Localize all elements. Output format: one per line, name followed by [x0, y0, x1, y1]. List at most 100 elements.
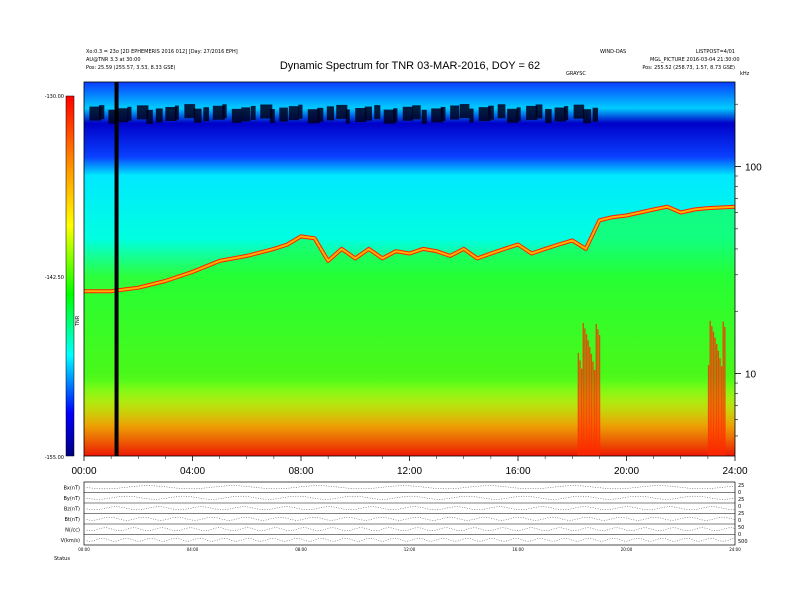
burst-stripe [719, 358, 721, 456]
colorbar-tick-top: -130.00 [45, 94, 64, 100]
colorbar-tick-bottom: -155.00 [45, 455, 64, 461]
dark-band-segment [260, 104, 273, 119]
burst-stripe [598, 335, 601, 456]
x-tick-label: 08:00 [288, 466, 313, 477]
burst-stripe [584, 328, 586, 456]
panel-right-label: 0 [738, 518, 741, 524]
y-tick-label: 100 [745, 163, 762, 174]
dark-band-segment [117, 108, 129, 123]
burst-stripe [707, 365, 710, 456]
dark-band-segment [298, 104, 303, 119]
dark-band-segment [336, 104, 348, 119]
burst-stripe [597, 329, 599, 456]
x-tick-label: 04:00 [180, 466, 205, 477]
dark-band-segment [146, 109, 153, 124]
chart-title: Dynamic Spectrum for TNR 03-MAR-2016, DO… [280, 60, 540, 72]
panel-trace [86, 506, 735, 511]
x-tick-label: 24:00 [722, 466, 747, 477]
burst-stripe [577, 352, 580, 456]
panel-label: By(nT) [63, 496, 80, 502]
panel-label: Bz(nT) [64, 506, 80, 512]
panel-trace [86, 485, 735, 490]
dark-band-segment [269, 109, 275, 124]
dark-band-segment [212, 105, 225, 120]
colorbar-tick-mid: -142.50 [45, 275, 64, 281]
dark-band-segment [127, 106, 132, 121]
time-series-panels: Bx(nT)By(nT)Bz(nT)Bt(nT)N(/cc)V(km/s)250… [61, 481, 748, 552]
dark-band-segment [478, 107, 491, 122]
dark-band-segment [374, 105, 381, 120]
panel-trace [86, 516, 735, 521]
panel-x-tick-label: 00:00 [78, 547, 90, 552]
dark-band-segment [89, 106, 102, 121]
burst-layer [577, 320, 726, 456]
burst-stripe [712, 331, 715, 456]
panel-right-label: 0 [738, 532, 741, 538]
panel-right-label: 50 [738, 525, 744, 531]
burst-stripe [580, 368, 583, 456]
dark-band-segment [497, 104, 506, 119]
dark-band-segment [507, 108, 518, 123]
dark-band-segment [412, 105, 421, 120]
header-meta-2: AU@TNR 3.3 at 30:00 [86, 57, 141, 63]
dark-band-segment [545, 109, 552, 123]
panel-right-label: 25 [738, 511, 744, 517]
dark-band-segment [564, 106, 569, 121]
burst-stripe [593, 370, 596, 456]
dark-band-segment [573, 104, 585, 119]
dark-band-segment [393, 108, 398, 123]
panel-x-tick-label: 16:00 [512, 547, 524, 552]
dark-band-segment [535, 104, 543, 119]
dark-band-segment [421, 109, 427, 124]
dark-band-segment [592, 107, 599, 122]
panel-x-tick-label: 20:00 [621, 547, 633, 552]
status-label: Status [54, 556, 70, 562]
colorbar [65, 95, 75, 457]
panel-label: V(km/s) [61, 538, 80, 544]
dark-band-segment [203, 107, 210, 122]
dark-band-segment [526, 105, 538, 120]
dark-band-segment [193, 108, 202, 123]
burst-stripe [716, 343, 718, 456]
dark-band-segment [288, 106, 299, 121]
header-top-label: GRAYSC [566, 71, 586, 77]
header-meta-r4: Pos: 255.52 (258.73, 1.57, 8.73 GSE) [642, 65, 735, 71]
burst-stripe [709, 320, 711, 456]
panel-right-label: 500 [738, 539, 748, 545]
dark-band-segment [317, 107, 324, 122]
dark-band-segment [583, 109, 592, 124]
burst-stripe [595, 323, 597, 456]
burst-stripe [717, 350, 720, 456]
burst-stripe [587, 340, 589, 456]
header-meta-r3: MGL_PICTURE 2016-03-04 21:30:00 [650, 57, 740, 63]
panel-label: Bt(nT) [64, 517, 80, 523]
dark-band-segment [174, 105, 179, 120]
plasma-line-glow [84, 205, 735, 293]
burst-stripe [714, 337, 716, 456]
dark-band-segment [165, 107, 177, 121]
dark-band-layer [89, 104, 599, 124]
dark-band-segment [440, 106, 446, 121]
burst-stripe [720, 366, 723, 456]
dark-band-segment [450, 105, 460, 120]
header-meta-r1: WIND-DAS [600, 49, 626, 55]
dark-band-segment [184, 104, 196, 119]
dark-band-segment [250, 105, 256, 120]
dark-band-segment [279, 107, 288, 122]
burst-stripe [592, 361, 594, 456]
burst-stripe [585, 334, 588, 456]
dark-band-segment [554, 107, 567, 122]
dark-band-segment [364, 106, 372, 121]
dark-band-segment [98, 105, 105, 120]
panel-x-tick-label: 04:00 [187, 547, 199, 552]
spectrogram [84, 82, 735, 456]
panel-label: N(/cc) [65, 527, 80, 533]
panel-label: Bx(nT) [63, 485, 80, 491]
x-tick-label: 16:00 [505, 466, 530, 477]
burst-stripe [579, 360, 581, 456]
burst-stripe [711, 326, 713, 456]
dark-band-segment [231, 108, 242, 123]
panel-x-tick-label: 08:00 [295, 547, 307, 552]
panel-right-label: 25 [738, 497, 744, 503]
dark-band-segment [488, 105, 494, 120]
